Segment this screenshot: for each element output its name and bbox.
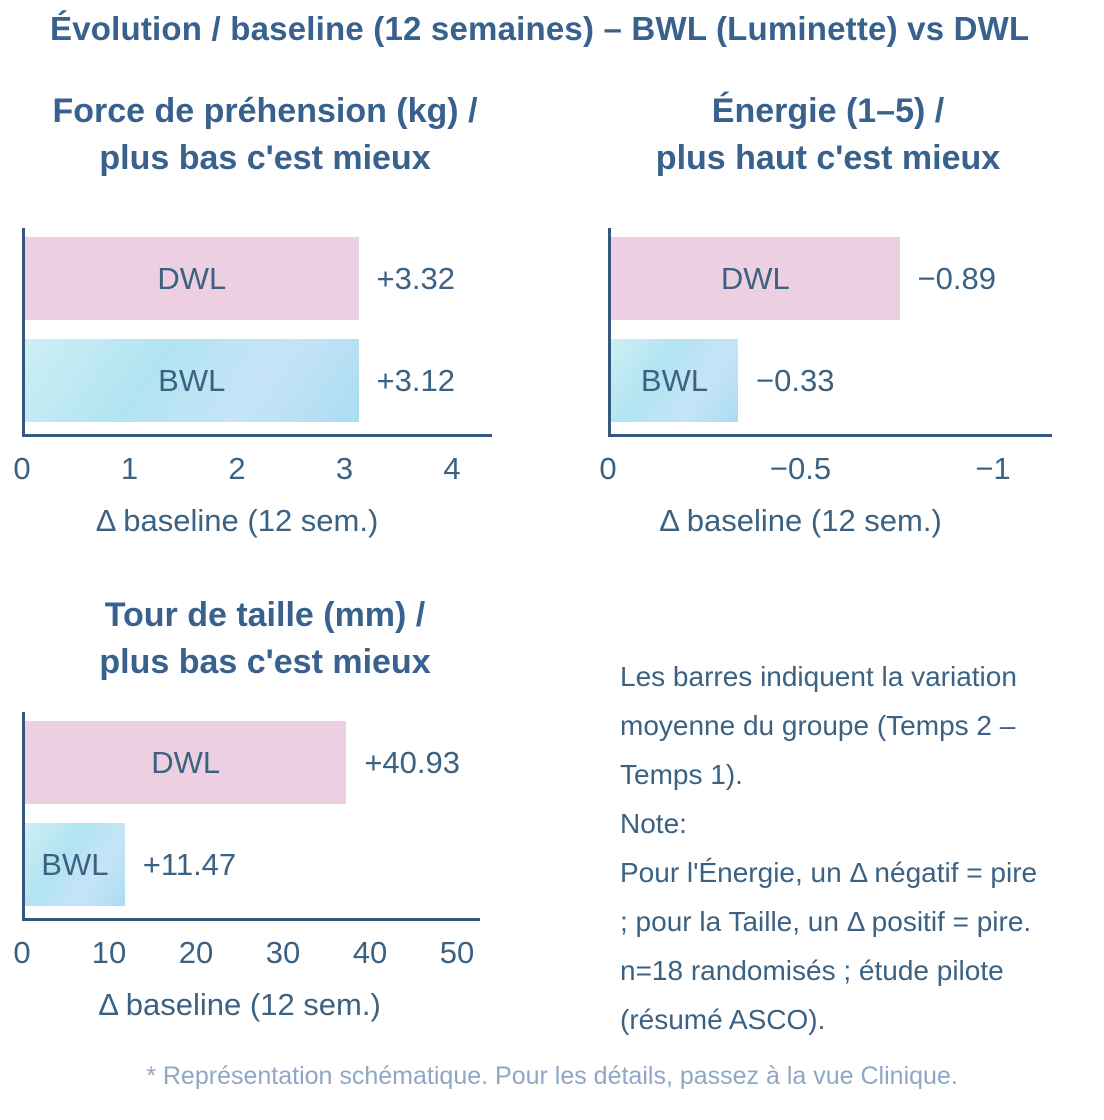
x-tick: 30: [265, 935, 301, 970]
chart-title: Énergie (1–5) / plus haut c'est mieux: [552, 88, 1104, 182]
x-axis-ticks: 0 −0.5 −1: [599, 451, 1104, 489]
waist-chart: Tour de taille (mm) / plus bas c'est mie…: [0, 592, 552, 1023]
notes-block: Les barres indiquent la variation moyenn…: [620, 652, 1100, 1044]
x-tick: 4: [443, 451, 461, 486]
note-line: Les barres indiquent la variation: [620, 661, 1017, 692]
grip-strength-chart: Force de préhension (kg) / plus bas c'es…: [0, 88, 552, 539]
x-tick: 40: [352, 935, 388, 970]
x-tick: 10: [91, 935, 127, 970]
bar-value-dwl: +40.93: [364, 744, 460, 780]
page-title: Évolution / baseline (12 semaines) – BWL…: [50, 10, 1030, 47]
bar-row-bwl: BWL +3.12: [25, 339, 455, 422]
bar-row-dwl: DWL +3.32: [25, 237, 455, 320]
dwl-bar: DWL: [25, 237, 359, 320]
energy-chart: Énergie (1–5) / plus haut c'est mieux DW…: [552, 88, 1104, 539]
x-axis-ticks: 0 1 2 3 4: [13, 451, 552, 489]
x-axis-ticks: 0 10 20 30 40 50: [13, 935, 552, 973]
x-tick: 2: [228, 451, 246, 486]
x-tick: 20: [178, 935, 214, 970]
chart-title-line2: plus haut c'est mieux: [655, 139, 1001, 177]
bar-value-bwl: −0.33: [756, 362, 835, 398]
bar-value-dwl: +3.32: [376, 260, 455, 296]
bar-row-bwl: BWL +11.47: [25, 823, 460, 906]
bar-value-bwl: +3.12: [376, 362, 455, 398]
chart-title-line1: Tour de taille (mm) /: [104, 596, 426, 634]
chart-title-line2: plus bas c'est mieux: [99, 139, 431, 177]
x-tick: −0.5: [769, 451, 832, 486]
dwl-bar: DWL: [25, 721, 347, 804]
plot-area: DWL −0.89 BWL −0.33: [608, 228, 1052, 437]
bar-row-dwl: DWL +40.93: [25, 721, 460, 804]
bar-label-dwl: DWL: [720, 260, 790, 296]
dwl-bar: DWL: [611, 237, 900, 320]
chart-title-line1: Énergie (1–5) /: [711, 92, 945, 130]
x-tick: −1: [975, 451, 1011, 486]
bar-row-dwl: DWL −0.89: [611, 237, 996, 320]
plot-area: DWL +3.32 BWL +3.12: [22, 228, 492, 437]
note-line: n=18 randomisés ; étude pilote: [620, 955, 1004, 986]
x-tick: 0: [13, 935, 31, 970]
chart-title: Tour de taille (mm) / plus bas c'est mie…: [0, 592, 530, 686]
note-line: ; pour la Taille, un Δ positif = pire.: [620, 906, 1032, 937]
x-axis-label: Δ baseline (12 sem.): [659, 503, 942, 538]
bwl-bar: BWL: [25, 823, 125, 906]
x-tick: 1: [120, 451, 139, 486]
x-tick: 0: [13, 451, 31, 486]
note-line: (résumé ASCO).: [620, 1004, 826, 1035]
footnote: * Représentation schématique. Pour les d…: [146, 1062, 958, 1090]
note-line: moyenne du groupe (Temps 2 –: [620, 710, 1016, 741]
bar-row-bwl: BWL −0.33: [611, 339, 996, 422]
note-line: Temps 1).: [620, 759, 743, 790]
bar-value-bwl: +11.47: [142, 846, 237, 882]
plot-area: DWL +40.93 BWL +11.47: [22, 712, 480, 921]
chart-title-line2: plus bas c'est mieux: [99, 643, 431, 681]
x-tick: 50: [439, 935, 475, 970]
bar-label-bwl: BWL: [41, 846, 109, 882]
x-axis-label: Δ baseline (12 sem.): [98, 987, 381, 1022]
x-axis-label: Δ baseline (12 sem.): [95, 503, 379, 538]
note-line: Pour l'Énergie, un Δ négatif = pire: [620, 857, 1038, 888]
bwl-bar: BWL: [25, 339, 359, 422]
chart-title: Force de préhension (kg) / plus bas c'es…: [0, 88, 530, 182]
chart-title-line1: Force de préhension (kg) /: [52, 92, 478, 130]
x-tick: 0: [599, 451, 617, 486]
x-tick: 3: [335, 451, 354, 486]
bar-label-dwl: DWL: [157, 260, 227, 296]
note-label: Note:: [620, 808, 687, 839]
bar-label-bwl: BWL: [640, 362, 709, 398]
bar-label-bwl: BWL: [158, 362, 226, 398]
bwl-bar: BWL: [611, 339, 739, 422]
bar-label-dwl: DWL: [151, 744, 221, 780]
bar-value-dwl: −0.89: [917, 260, 996, 296]
